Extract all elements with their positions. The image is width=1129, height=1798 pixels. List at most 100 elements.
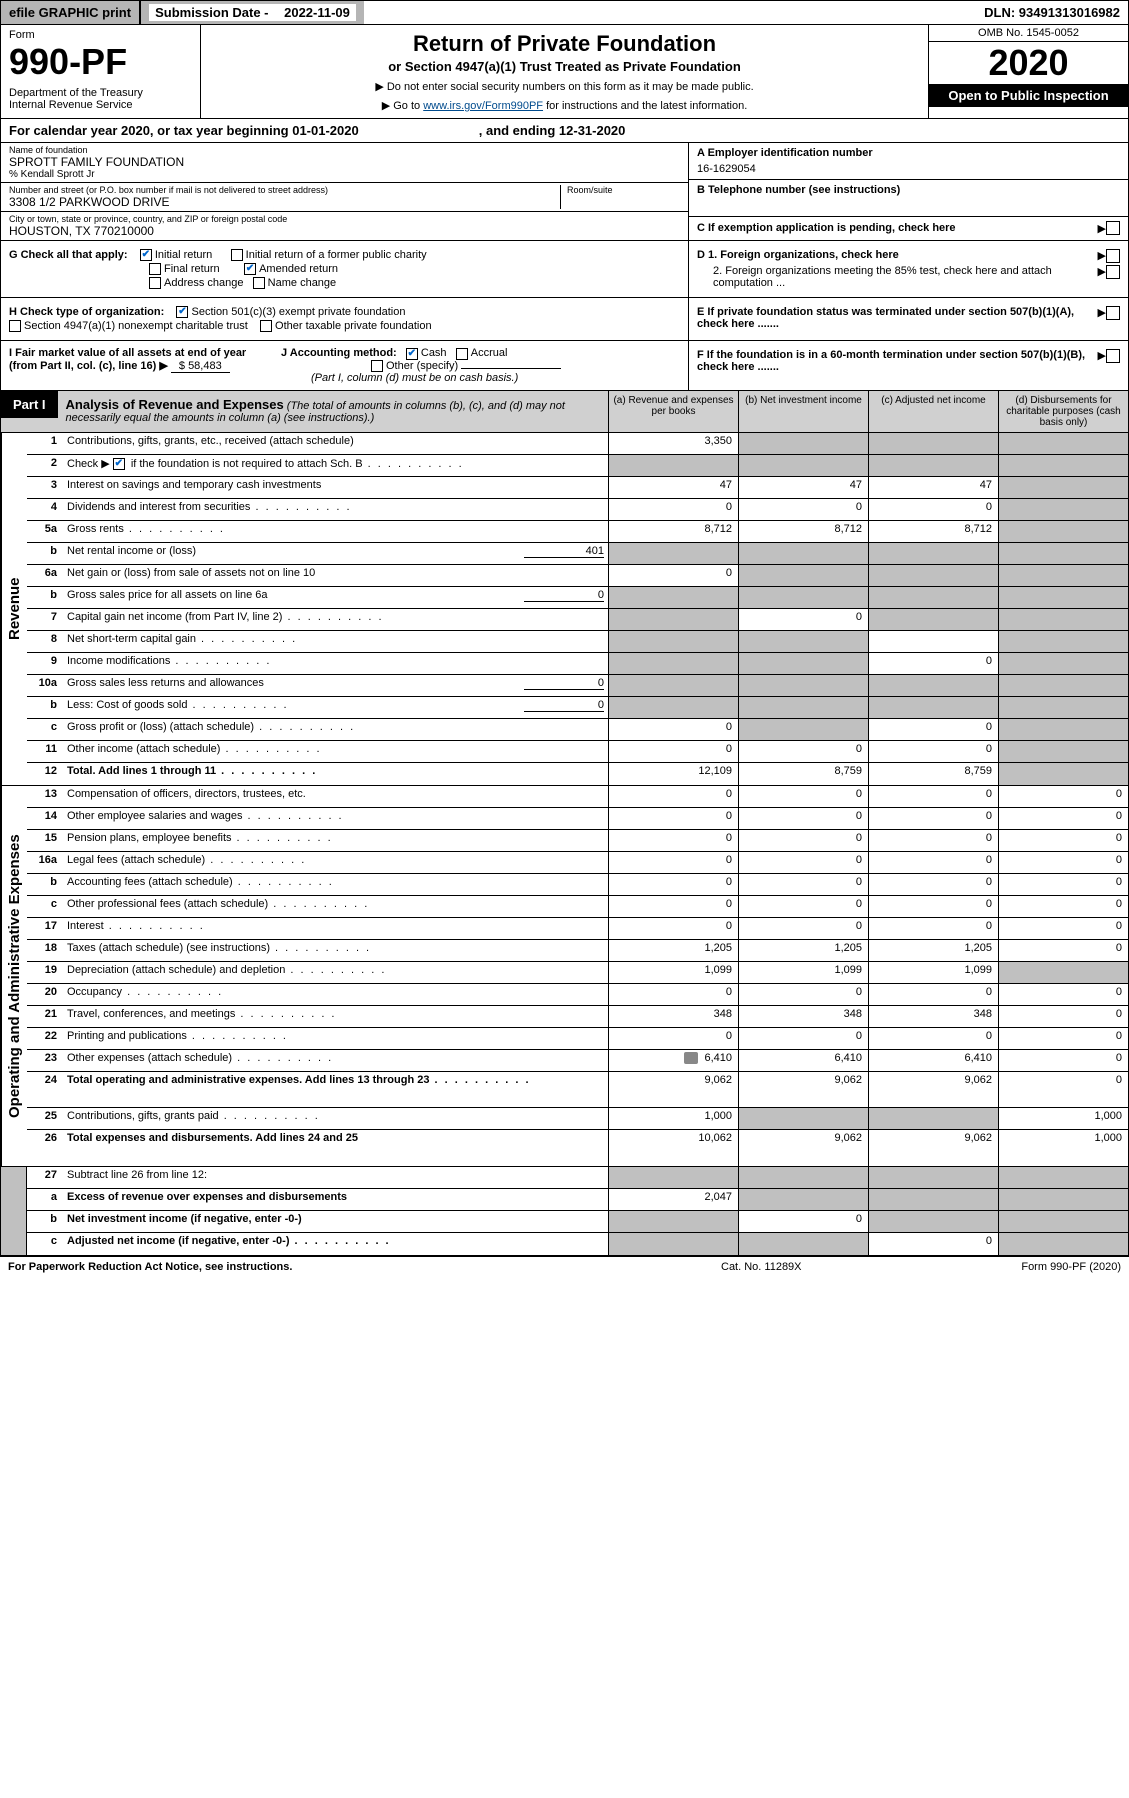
row-1: 1Contributions, gifts, grants, etc., rec… — [27, 433, 1128, 455]
row-17: 17Interest0000 — [27, 918, 1128, 940]
row-6a: 6aNet gain or (loss) from sale of assets… — [27, 565, 1128, 587]
checkbox-f[interactable] — [1106, 349, 1120, 363]
part1-header: Part I Analysis of Revenue and Expenses … — [0, 391, 1129, 433]
checkbox-e[interactable] — [1106, 306, 1120, 320]
form-subtitle: or Section 4947(a)(1) Trust Treated as P… — [207, 59, 922, 74]
checkbox-other-method[interactable] — [371, 360, 383, 372]
ein-cell: A Employer identification number 16-1629… — [689, 143, 1128, 180]
ij-left: I Fair market value of all assets at end… — [1, 341, 688, 389]
checkbox-initial[interactable]: ✔ — [140, 249, 152, 261]
row-27: 27Subtract line 26 from line 12: — [27, 1167, 1128, 1189]
care-of: % Kendall Sprott Jr — [9, 169, 680, 180]
id-left: Name of foundation SPROTT FAMILY FOUNDAT… — [1, 143, 688, 240]
footer: For Paperwork Reduction Act Notice, see … — [0, 1256, 1129, 1277]
city-state-zip: HOUSTON, TX 770210000 — [9, 224, 680, 238]
row-3: 3Interest on savings and temporary cash … — [27, 477, 1128, 499]
foundation-name-row: Name of foundation SPROTT FAMILY FOUNDAT… — [1, 143, 688, 183]
checkbox-accrual[interactable] — [456, 348, 468, 360]
fmv-value: $ 58,483 — [171, 360, 230, 373]
row-27a: aExcess of revenue over expenses and dis… — [27, 1189, 1128, 1211]
id-right: A Employer identification number 16-1629… — [688, 143, 1128, 240]
arrow-icon: ▶ — [1098, 249, 1106, 263]
arrow-icon: ▶ — [1098, 265, 1106, 289]
checkbox-initial-former[interactable] — [231, 249, 243, 261]
dept-label: Department of the Treasury Internal Reve… — [9, 87, 192, 111]
address-row: Number and street (or P.O. box number if… — [1, 183, 688, 212]
checkbox-address[interactable] — [149, 277, 161, 289]
row-2: 2Check ▶ ✔ if the foundation is not requ… — [27, 455, 1128, 477]
checkbox-amended[interactable]: ✔ — [244, 263, 256, 275]
line27-side — [1, 1167, 27, 1255]
col-c-header: (c) Adjusted net income — [868, 391, 998, 432]
checkbox-final[interactable] — [149, 263, 161, 275]
row-16c: cOther professional fees (attach schedul… — [27, 896, 1128, 918]
row-27b: bNet investment income (if negative, ent… — [27, 1211, 1128, 1233]
row-10c: cGross profit or (loss) (attach schedule… — [27, 719, 1128, 741]
phone-cell: B Telephone number (see instructions) — [689, 180, 1128, 217]
row-4: 4Dividends and interest from securities0… — [27, 499, 1128, 521]
tax-year: 2020 — [929, 42, 1128, 84]
row-21: 21Travel, conferences, and meetings34834… — [27, 1006, 1128, 1028]
f-section: F If the foundation is in a 60-month ter… — [688, 341, 1128, 389]
col-a-header: (a) Revenue and expenses per books — [608, 391, 738, 432]
checkbox-d1[interactable] — [1106, 249, 1120, 263]
line27-grid: 27Subtract line 26 from line 12: aExcess… — [0, 1167, 1129, 1256]
efile-label[interactable]: efile GRAPHIC print — [1, 1, 139, 24]
row-8: 8Net short-term capital gain — [27, 631, 1128, 653]
arrow-icon: ▶ — [1098, 306, 1106, 330]
d-section: D 1. Foreign organizations, check here▶ … — [688, 241, 1128, 297]
revenue-sidelabel: Revenue — [1, 433, 27, 785]
topbar: efile GRAPHIC print Submission Date - 20… — [0, 0, 1129, 25]
form-note1: ▶ Do not enter social security numbers o… — [207, 80, 922, 93]
irs-link[interactable]: www.irs.gov/Form990PF — [423, 100, 543, 112]
foundation-name: SPROTT FAMILY FOUNDATION — [9, 155, 680, 169]
h-left: H Check type of organization: ✔Section 5… — [1, 298, 688, 340]
row-26: 26Total expenses and disbursements. Add … — [27, 1130, 1128, 1166]
calendar-year-row: For calendar year 2020, or tax year begi… — [0, 119, 1129, 143]
checkbox-4947[interactable] — [9, 320, 21, 332]
header-right: OMB No. 1545-0052 2020 Open to Public In… — [928, 25, 1128, 118]
col-b-header: (b) Net investment income — [738, 391, 868, 432]
checkbox-d2[interactable] — [1106, 265, 1120, 279]
row-13: 13Compensation of officers, directors, t… — [27, 786, 1128, 808]
cat-no: Cat. No. 11289X — [721, 1261, 921, 1273]
checkbox-name[interactable] — [253, 277, 265, 289]
row-9: 9Income modifications0 — [27, 653, 1128, 675]
checkbox-cash[interactable]: ✔ — [406, 348, 418, 360]
exempt-cell: C If exemption application is pending, c… — [689, 217, 1128, 239]
row-25: 25Contributions, gifts, grants paid1,000… — [27, 1108, 1128, 1130]
room-label: Room/suite — [567, 185, 680, 195]
schedule-icon[interactable] — [684, 1052, 698, 1064]
submission-date: Submission Date - 2022-11-09 — [139, 1, 364, 24]
checkbox-other-tax[interactable] — [260, 320, 272, 332]
e-section: E If private foundation status was termi… — [688, 298, 1128, 340]
ij-row: I Fair market value of all assets at end… — [0, 341, 1129, 390]
form-label: Form — [9, 29, 192, 41]
row-16b: bAccounting fees (attach schedule)0000 — [27, 874, 1128, 896]
row-10b: bLess: Cost of goods sold 0 — [27, 697, 1128, 719]
part1-desc: Analysis of Revenue and Expenses (The to… — [58, 391, 608, 432]
header-left: Form 990-PF Department of the Treasury I… — [1, 25, 201, 118]
part1-label: Part I — [1, 391, 58, 418]
row-10a: 10aGross sales less returns and allowanc… — [27, 675, 1128, 697]
row-11: 11Other income (attach schedule)000 — [27, 741, 1128, 763]
checkbox-501c3[interactable]: ✔ — [176, 306, 188, 318]
row-16a: 16aLegal fees (attach schedule)0000 — [27, 852, 1128, 874]
row-18: 18Taxes (attach schedule) (see instructi… — [27, 940, 1128, 962]
row-24: 24Total operating and administrative exp… — [27, 1072, 1128, 1108]
row-20: 20Occupancy0000 — [27, 984, 1128, 1006]
checkbox-schb[interactable]: ✔ — [113, 458, 125, 470]
row-22: 22Printing and publications0000 — [27, 1028, 1128, 1050]
checkbox-c[interactable] — [1106, 221, 1120, 235]
id-block: Name of foundation SPROTT FAMILY FOUNDAT… — [0, 143, 1129, 241]
street-address: 3308 1/2 PARKWOOD DRIVE — [9, 195, 560, 209]
omb: OMB No. 1545-0052 — [929, 25, 1128, 42]
row-27c: cAdjusted net income (if negative, enter… — [27, 1233, 1128, 1255]
form-note2: ▶ Go to www.irs.gov/Form990PF for instru… — [207, 99, 922, 112]
revenue-body: 1Contributions, gifts, grants, etc., rec… — [27, 433, 1128, 785]
row-14: 14Other employee salaries and wages0000 — [27, 808, 1128, 830]
arrow-icon: ▶ — [1098, 349, 1106, 373]
expense-body: 13Compensation of officers, directors, t… — [27, 786, 1128, 1166]
row-15: 15Pension plans, employee benefits0000 — [27, 830, 1128, 852]
ein: 16-1629054 — [697, 163, 1120, 175]
